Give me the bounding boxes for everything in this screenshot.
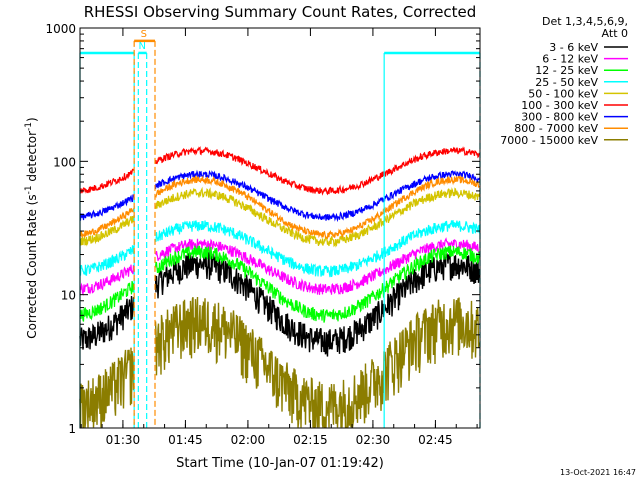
series-line-50-100-kev [79, 186, 481, 248]
plot-frame [79, 27, 481, 429]
legend-label-3: 25 - 50 keV [535, 76, 598, 89]
status-bar-label-2: N [139, 41, 146, 52]
legend-header-detectors: Det 1,3,4,5,6,9, [542, 15, 628, 28]
series-line-800-7000-kev [79, 174, 480, 240]
y-tick-label: 10 [61, 289, 76, 303]
legend-label-7: 800 - 7000 keV [514, 122, 598, 135]
series-line-7000-15000-kev [79, 296, 480, 429]
y-axis-label-main: Corrected Count Rate (s [25, 194, 39, 338]
y-tick-label: 1 [68, 422, 76, 436]
x-tick-label: 02:30 [356, 433, 391, 447]
status-bar-label-1: S [141, 29, 147, 40]
chart-marks: SN [79, 29, 481, 429]
footer-date: 13-Oct-2021 16:47 [560, 468, 636, 477]
legend-label-5: 100 - 300 keV [521, 99, 598, 112]
legend-label-4: 50 - 100 keV [528, 87, 598, 100]
x-tick-label: 02:00 [231, 433, 266, 447]
y-axis-label-end: ) [25, 117, 39, 122]
series-line-12-25-kev [79, 245, 481, 323]
legend-label-6: 300 - 800 keV [521, 111, 598, 124]
x-tick-label: 01:30 [106, 433, 141, 447]
y-axis-label-sup1: -1 [24, 185, 34, 194]
y-tick-label: 100 [53, 155, 76, 169]
legend-label-8: 7000 - 15000 keV [500, 134, 598, 147]
axis-ticks: 01:30 01:45 02:00 02:15 02:30 02:45 1 10 100 1000 [45, 22, 480, 447]
legend-label-2: 12 - 25 keV [535, 64, 598, 77]
series-line-25-50-kev [79, 220, 481, 278]
y-axis-label-mid: detector [25, 131, 39, 186]
x-tick-label: 02:45 [418, 433, 453, 447]
legend-header-attenuator: Att 0 [602, 27, 628, 40]
chart-title: RHESSI Observing Summary Count Rates, Co… [84, 3, 477, 21]
x-axis-label: Start Time (10-Jan-07 01:19:42) [176, 456, 384, 471]
series-line-300-800-kev [79, 169, 481, 223]
x-tick-label: 02:15 [293, 433, 328, 447]
series-line-3-6-kev [79, 250, 481, 357]
y-tick-label: 1000 [45, 22, 76, 36]
legend-label-0: 3 - 6 keV [549, 41, 598, 54]
y-axis-label-sup2: -1 [24, 122, 34, 131]
series-line-6-12-kev [79, 237, 480, 296]
x-tick-label: 01:45 [168, 433, 203, 447]
legend-label-1: 6 - 12 keV [542, 53, 598, 66]
y-axis-label: Corrected Count Rate (s-1 detector-1) [24, 117, 39, 338]
series-line-100-300-kev [79, 146, 480, 196]
